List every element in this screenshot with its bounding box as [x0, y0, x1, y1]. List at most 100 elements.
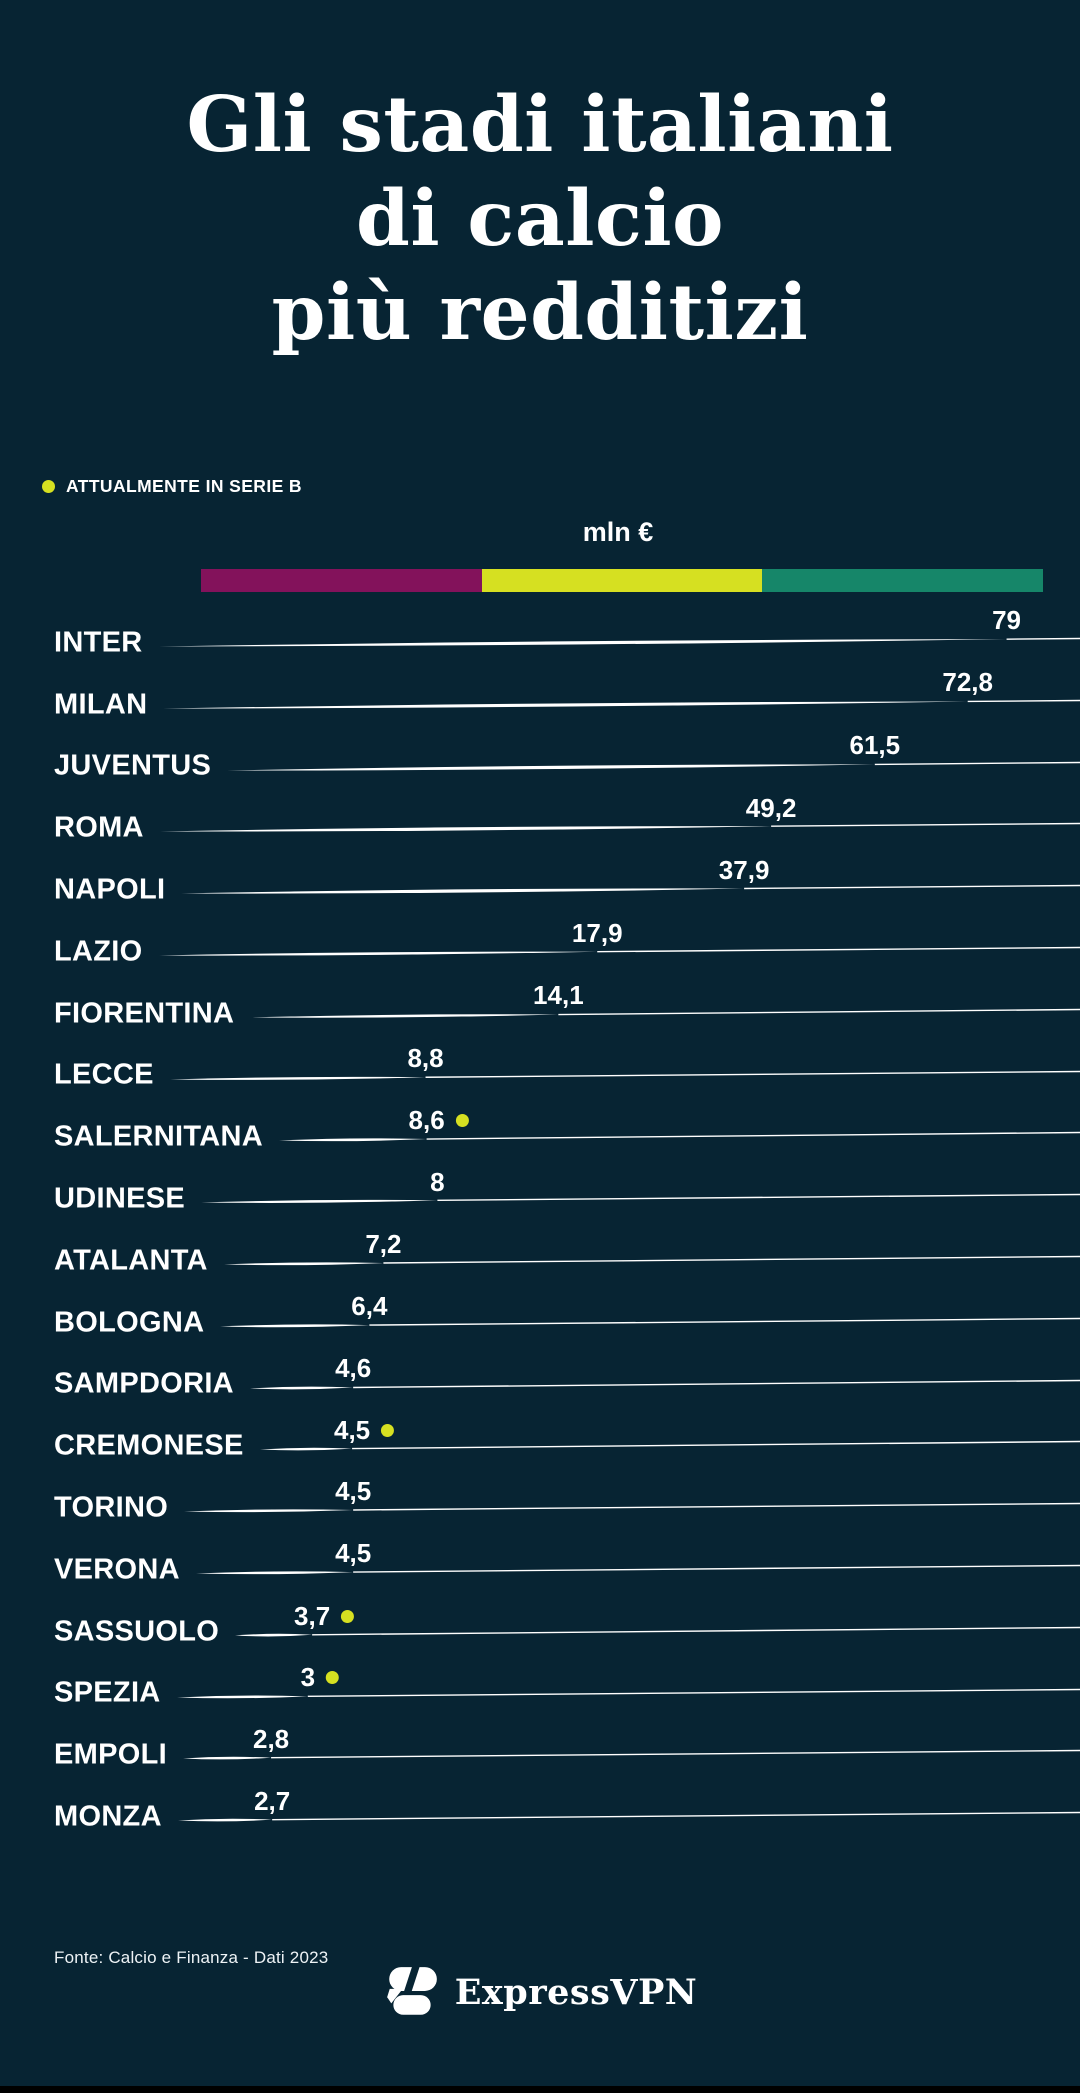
team-name-label: ATALANTA: [54, 1244, 208, 1277]
value-label: 37,9: [718, 854, 770, 885]
team-row: JUVENTUS 61,5: [0, 732, 1080, 798]
value-line: [235, 1626, 1080, 1637]
value-label: 49,2: [745, 792, 797, 823]
serie-b-dot: [326, 1670, 340, 1684]
team-name-label: VERONA: [54, 1553, 180, 1586]
value-line: [220, 1317, 1080, 1327]
value-text: 17,9: [571, 917, 623, 948]
source-note: Fonte: Calcio e Finanza - Dati 2023: [54, 1948, 329, 1967]
value-line: [260, 1441, 1080, 1451]
team-name-label: BOLOGNA: [54, 1306, 205, 1339]
team-row: NAPOLI 37,9: [0, 854, 1080, 921]
team-row: CREMONESE 4,5: [0, 1415, 1080, 1477]
team-row: LAZIO 17,9: [0, 917, 1080, 983]
value-label: 79: [992, 607, 1021, 634]
team-name-label: FIORENTINA: [54, 997, 235, 1030]
value-line: [159, 637, 1080, 647]
brand-wordmark: ExpressVPN: [454, 1971, 698, 2013]
value-text: 4,5: [335, 1538, 372, 1569]
value-label: 7,2: [365, 1228, 402, 1259]
value-label: 17,9: [571, 917, 623, 948]
brand-logo: ExpressVPN: [0, 1966, 1080, 2018]
value-text: 37,9: [718, 854, 770, 885]
value-text: 2,8: [253, 1724, 290, 1755]
scale-segment-purple: [201, 569, 482, 592]
title-line-2: di calcio: [356, 174, 724, 264]
value-line: [160, 823, 1080, 832]
team-name-label: SASSUOLO: [54, 1615, 220, 1648]
value-text: 7,2: [365, 1228, 402, 1259]
team-row: FIORENTINA 14,1: [0, 982, 1080, 1045]
serie-b-dot: [381, 1423, 395, 1437]
value-text: 14,1: [533, 980, 584, 1011]
team-row: SAMPDORIA 4,6: [0, 1354, 1080, 1416]
value-line: [178, 1811, 1080, 1822]
team-row: TORINO 4,5: [0, 1477, 1080, 1539]
value-text: 8,6: [408, 1105, 445, 1136]
team-row: SASSUOLO 3,7: [0, 1601, 1080, 1663]
title-line-1: Gli stadi italiani: [186, 80, 894, 170]
value-line: [196, 1564, 1080, 1575]
team-row: ROMA 49,2: [0, 792, 1080, 859]
page-title: Gli stadi italiani di calcio più redditi…: [0, 78, 1080, 360]
team-name-label: INTER: [54, 626, 143, 659]
value-line: [159, 946, 1080, 956]
team-row: ATALANTA 7,2: [0, 1230, 1080, 1292]
team-name-label: UDINESE: [54, 1182, 186, 1215]
value-line: [224, 1255, 1080, 1266]
value-label: 2,7: [254, 1785, 291, 1816]
value-text: 4,5: [335, 1476, 372, 1507]
team-name-label: NAPOLI: [54, 873, 166, 906]
team-row: EMPOLI 2,8: [0, 1724, 1080, 1786]
team-name-label: LECCE: [54, 1058, 154, 1091]
value-text: 4,5: [334, 1414, 371, 1445]
team-row: SPEZIA 3: [0, 1663, 1080, 1725]
team-row: INTER 79: [0, 607, 1080, 674]
value-line: [250, 1379, 1080, 1389]
scale-segment-teal: [762, 569, 1044, 592]
team-row: LECCE 8,8: [0, 1042, 1080, 1107]
value-label: 8: [430, 1168, 444, 1196]
serie-b-legend-label: ATTUALMENTE IN SERIE B: [66, 476, 302, 496]
value-text: 49,2: [745, 792, 797, 823]
value-line: [170, 1070, 1080, 1080]
team-row: UDINESE 8: [0, 1168, 1080, 1230]
value-label: 14,1: [533, 982, 584, 1009]
value-label: 3,7: [294, 1602, 355, 1630]
team-row: MILAN 72,8: [0, 669, 1080, 736]
value-label: 4,5: [335, 1478, 371, 1505]
serie-b-dot: [455, 1114, 469, 1128]
value-label: 4,5: [335, 1540, 371, 1567]
team-row: VERONA 4,5: [0, 1539, 1080, 1601]
value-line: [181, 884, 1080, 894]
value-text: 8,8: [407, 1042, 444, 1073]
team-row: SALERNITANA 8,6: [0, 1106, 1080, 1168]
value-text: 4,6: [335, 1353, 372, 1384]
value-text: 6,4: [351, 1290, 388, 1321]
value-text: 2,7: [254, 1785, 291, 1816]
rows-container: INTER 79 MILAN 72,8 JUVENTUS 61,5 ROMA 4…: [0, 607, 1080, 1848]
value-text: 79: [992, 605, 1022, 636]
value-label: 8,6: [408, 1105, 469, 1136]
team-name-label: JUVENTUS: [54, 749, 212, 782]
value-line: [184, 1502, 1080, 1513]
expressvpn-logo-icon: [386, 1966, 437, 2015]
value-line: [163, 699, 1080, 709]
value-line: [183, 1750, 1080, 1760]
value-label: 6,4: [351, 1290, 388, 1321]
team-row: BOLOGNA 6,4: [0, 1292, 1080, 1354]
team-name-label: SALERNITANA: [54, 1120, 263, 1153]
value-label: 8,8: [407, 1042, 444, 1073]
value-label: 2,8: [253, 1726, 289, 1753]
team-name-label: SAMPDORIA: [54, 1367, 234, 1400]
team-name-label: LAZIO: [54, 935, 143, 968]
serie-b-dot: [341, 1609, 355, 1623]
axis-unit-label: mln €: [582, 517, 654, 547]
team-name-label: ROMA: [54, 811, 144, 844]
serie-b-legend-dot-icon: [42, 480, 55, 493]
serie-b-legend: ATTUALMENTE IN SERIE B: [42, 476, 302, 497]
team-name-label: EMPOLI: [54, 1738, 167, 1771]
scale-segment-yellow: [481, 569, 763, 592]
value-label: 3: [301, 1663, 340, 1691]
